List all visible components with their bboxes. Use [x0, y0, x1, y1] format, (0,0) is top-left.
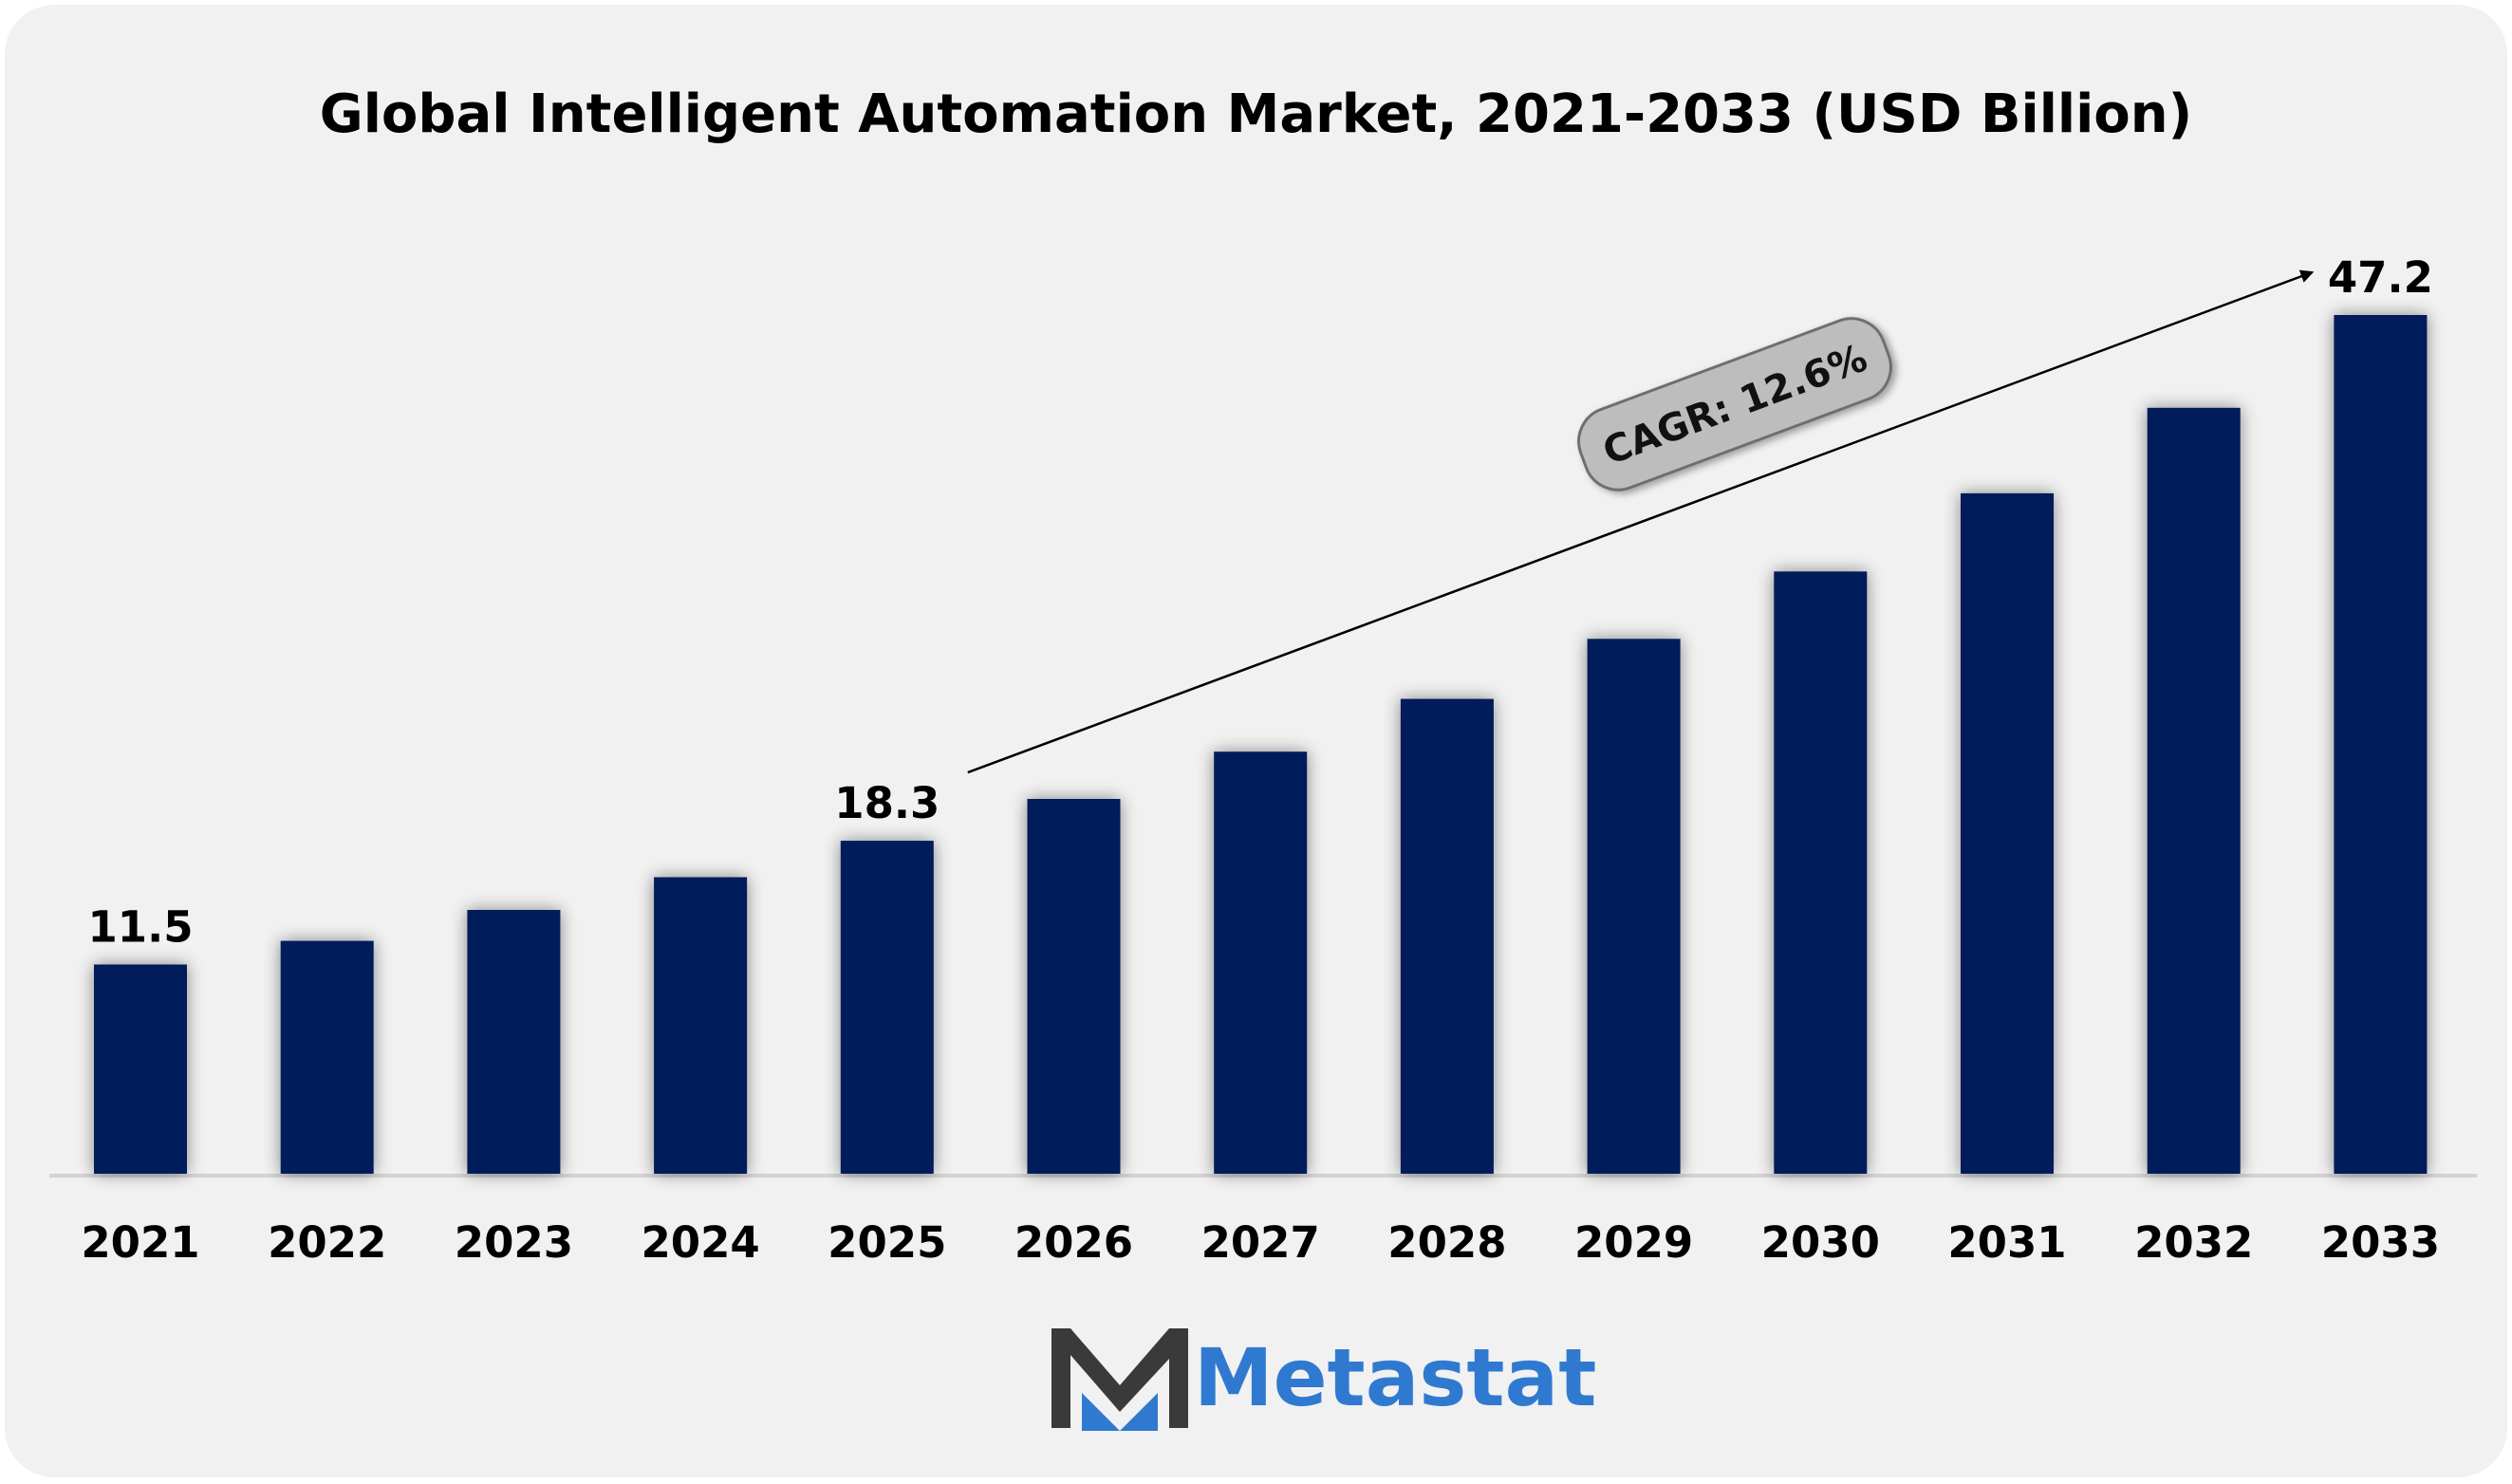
chart-card: [5, 5, 2507, 1477]
x-tick-label-2030: 2030: [1761, 1217, 1880, 1268]
bar-2031: [1961, 492, 2054, 1174]
bar-2027: [1214, 751, 1308, 1174]
bar-2030: [1774, 571, 1868, 1174]
x-tick-label-2029: 2029: [1574, 1217, 1693, 1268]
bar-2033: [2334, 315, 2428, 1174]
bars-group: [94, 315, 2428, 1174]
bar-2032: [2147, 407, 2241, 1174]
x-tick-label-2032: 2032: [2134, 1217, 2253, 1268]
bar-2026: [1027, 799, 1121, 1174]
x-tick-label-2033: 2033: [2321, 1217, 2440, 1268]
x-tick-label-2025: 2025: [828, 1217, 946, 1268]
data-label-2021: 11.5: [87, 902, 193, 953]
metastat-m-logo-icon: [1051, 1328, 1188, 1431]
x-tick-label-2026: 2026: [1014, 1217, 1133, 1268]
metastat-logo: Metastat: [1044, 1319, 1596, 1438]
x-tick-label-2022: 2022: [268, 1217, 386, 1268]
cagr-box: CAGR: 12.6%: [1577, 317, 1892, 492]
x-tick-label-2031: 2031: [1947, 1217, 2066, 1268]
bar-2024: [654, 877, 748, 1174]
x-tick-label-2024: 2024: [641, 1217, 759, 1268]
bar-2028: [1400, 698, 1494, 1174]
data-label-2025: 18.3: [834, 778, 940, 828]
x-tick-label-2028: 2028: [1387, 1217, 1506, 1268]
logo-text: Metastat: [1194, 1331, 1597, 1424]
chart-title: Global Intelligent Automation Market, 20…: [319, 83, 2193, 145]
bar-2025: [840, 841, 934, 1174]
x-tick-label-2023: 2023: [455, 1217, 573, 1268]
cagr-trend-arrow: [967, 269, 2315, 774]
bar-2021: [94, 964, 187, 1174]
labels-group: 2021 2022 2023 2024 2025 2026 2027 2028 2029 2030…: [81, 252, 2440, 1268]
bar-2022: [280, 940, 374, 1174]
x-tick-label-2027: 2027: [1201, 1217, 1320, 1268]
bar-2023: [467, 910, 561, 1174]
bar-2029: [1587, 639, 1681, 1174]
cagr-box-background: [1577, 317, 1892, 492]
data-label-2033: 47.2: [2328, 252, 2433, 303]
x-tick-label-2021: 2021: [81, 1217, 199, 1268]
